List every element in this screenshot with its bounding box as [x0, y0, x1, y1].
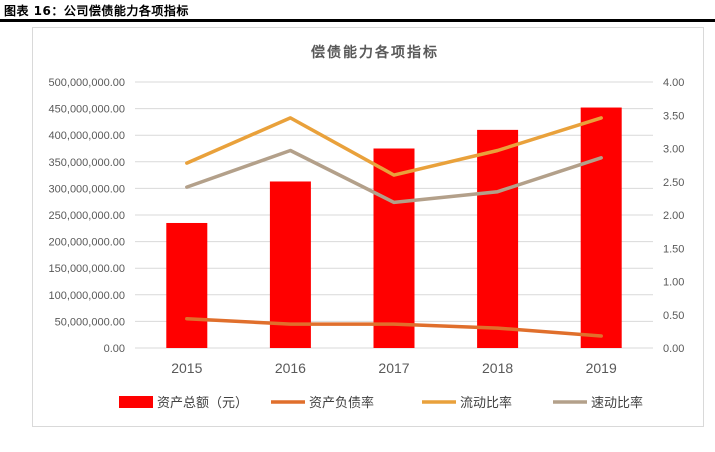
bar-series: [166, 107, 622, 348]
right-tick-label: 3.00: [663, 144, 684, 156]
x-tick-label: 2015: [171, 360, 202, 376]
bar-2018: [477, 129, 519, 348]
x-tick-label: 2019: [586, 360, 617, 376]
legend: 资产总额（元） 资产负债率 流动比率 速动比率: [119, 395, 643, 410]
left-tick-label: 150,000,000.00: [49, 263, 125, 275]
right-tick-label: 0.50: [663, 310, 684, 322]
x-axis-ticks: 2015 2016 2017 2018 2019: [171, 360, 617, 376]
right-tick-label: 0.00: [663, 343, 684, 355]
right-tick-label: 1.00: [663, 277, 684, 289]
left-tick-label: 500,000,000.00: [49, 77, 125, 89]
bar-2017: [373, 148, 415, 348]
right-axis-ticks: 0.00 0.50 1.00 1.50 2.00 2.50 3.00 3.50 4.00: [663, 77, 684, 355]
x-tick-label: 2016: [275, 360, 306, 376]
left-tick-label: 100,000,000.00: [49, 290, 125, 302]
right-tick-label: 3.50: [663, 110, 684, 122]
right-tick-label: 2.00: [663, 210, 684, 222]
solvency-chart: 偿债能力各项指标 0.00 50,000,000.00 100,000,000.00…: [49, 44, 685, 410]
line-流动比率: [185, 116, 603, 177]
left-tick-label: 350,000,000.00: [49, 157, 125, 169]
line-资产负债率: [185, 316, 603, 338]
left-tick-label: 300,000,000.00: [49, 183, 125, 195]
x-tick-label: 2017: [378, 360, 409, 376]
chart-panel: 偿债能力各项指标 0.00 50,000,000.00 100,000,000.00…: [32, 27, 704, 427]
x-tick-label: 2018: [482, 360, 513, 376]
figure-label: 图表 16：公司偿债能力各项指标: [4, 4, 189, 18]
left-tick-label: 250,000,000.00: [49, 210, 125, 222]
legend-label: 资产总额（元）: [157, 395, 248, 410]
left-tick-label: 200,000,000.00: [49, 237, 125, 249]
line-速动比率: [185, 148, 603, 205]
figure-title-rule: [0, 19, 715, 22]
chart-title: 偿债能力各项指标: [311, 44, 439, 60]
left-tick-label: 450,000,000.00: [49, 104, 125, 116]
line-series: [185, 116, 603, 338]
legend-swatch: [119, 396, 153, 408]
legend-label: 速动比率: [591, 395, 643, 410]
left-axis-ticks: 0.00 50,000,000.00 100,000,000.00 150,000,0…: [49, 77, 125, 355]
bar-2016: [269, 181, 311, 348]
right-tick-label: 2.50: [663, 177, 684, 189]
right-tick-label: 1.50: [663, 243, 684, 255]
legend-label: 资产负债率: [309, 395, 374, 410]
left-tick-label: 0.00: [104, 343, 125, 355]
bar-2019: [580, 107, 622, 348]
left-tick-label: 50,000,000.00: [55, 316, 125, 328]
bar-2015: [166, 222, 208, 348]
right-tick-label: 4.00: [663, 77, 684, 89]
legend-label: 流动比率: [460, 395, 512, 410]
left-tick-label: 400,000,000.00: [49, 130, 125, 142]
